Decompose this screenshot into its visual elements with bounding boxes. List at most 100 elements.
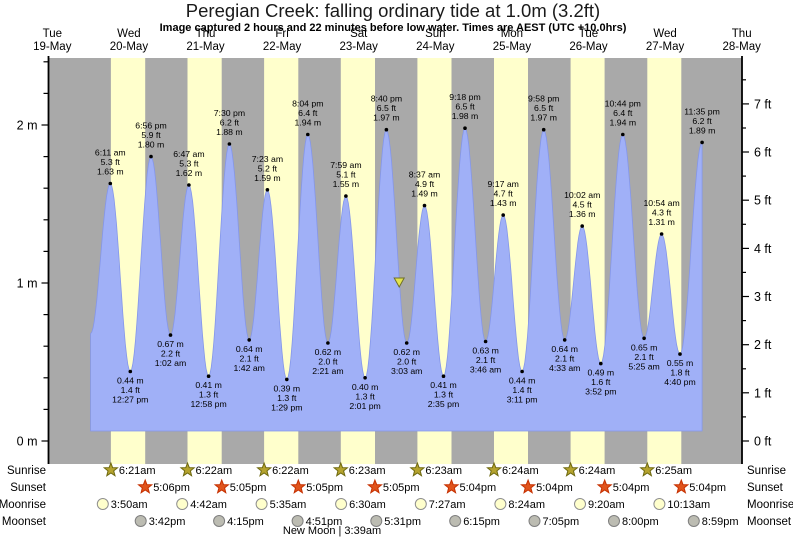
moonset-circle-icon [608, 515, 620, 527]
tide-high-annotation: 1.62 m [176, 168, 203, 178]
day-name-label: Mon [501, 28, 523, 40]
tide-high-annotation: 1.98 m [452, 111, 479, 121]
tide-low-annotation: 0.41 m [195, 380, 222, 390]
sunset-row-label-left: Sunset [10, 482, 47, 494]
current-tide-marker-icon [393, 277, 406, 289]
left-axis-tick-label: 1 m [17, 277, 38, 291]
tide-extreme-dot [483, 339, 488, 344]
sunset-time: 5:05pm [383, 482, 420, 494]
tide-extreme-dot [404, 341, 409, 345]
tide-high-annotation: 10:02 am [564, 190, 600, 200]
tide-extreme-dot [642, 336, 646, 341]
sunset-star-icon [673, 478, 690, 494]
tide-low-annotation: 2.1 ft [240, 353, 260, 363]
tide-extreme-dot [678, 352, 682, 356]
tide-low-annotation: 12:27 pm [112, 395, 148, 405]
tide-high-annotation: 1.55 m [333, 179, 360, 189]
left-axis-tick-label: 0 m [17, 435, 38, 449]
moonrise-time: 4:42am [190, 499, 227, 511]
tide-high-annotation: 6:11 am [95, 148, 126, 158]
tide-high-annotation: 7:23 am [252, 154, 283, 164]
tide-high-annotation: 10:44 pm [605, 99, 641, 109]
sunrise-time: 6:25am [655, 465, 692, 477]
tide-low-annotation: 0.65 m [631, 342, 658, 352]
sunset-star-icon [366, 478, 383, 494]
sunset-star-icon [520, 478, 537, 494]
tide-low-annotation: 2.2 ft [161, 349, 181, 359]
chart-title: Peregian Creek: falling ordinary tide at… [186, 0, 600, 21]
tide-low-annotation: 1.3 ft [355, 391, 375, 401]
day-date-label: 20-May [110, 41, 149, 53]
day-date-label: 19-May [33, 41, 72, 53]
moonset-circle-icon [528, 515, 541, 527]
sunset-star-icon [596, 478, 613, 494]
sunrise-star-icon [256, 461, 273, 477]
tide-low-annotation: 1:29 pm [271, 402, 302, 412]
tide-high-annotation: 1.94 m [295, 118, 322, 128]
tide-high-annotation: 1.36 m [569, 209, 596, 219]
moonrise-time: 3:50am [111, 499, 148, 511]
tide-low-annotation: 0.55 m [667, 358, 694, 368]
tide-extreme-dot [501, 213, 506, 217]
day-date-label: 25-May [493, 41, 532, 53]
day-name-label: Wed [117, 28, 140, 40]
tide-high-annotation: 5.2 ft [258, 163, 278, 173]
moonset-time: 7:05pm [543, 516, 580, 528]
tide-low-annotation: 1.3 ft [277, 393, 297, 403]
tide-low-annotation: 0.41 m [430, 380, 457, 390]
sunset-time: 5:05pm [230, 482, 267, 494]
right-axis-tick-label: 6 ft [754, 146, 772, 160]
day-date-label: 28-May [723, 41, 762, 53]
moonrise-time: 7:27am [429, 499, 466, 511]
tide-extreme-dot [187, 183, 191, 187]
chart-plot: 0 m 1 m 2 m 0 ft 1 ft 2 ft 3 ft 4 ft 5 ft 6 ft 7 f… [0, 28, 793, 528]
tide-high-annotation: 4.5 ft [573, 200, 593, 210]
tide-high-annotation: 10:54 am [643, 198, 679, 208]
tide-low-annotation: 3:11 pm [507, 395, 538, 405]
moonrise-time: 5:35am [270, 499, 307, 511]
moonset-circle-icon [449, 515, 462, 527]
tide-low-annotation: 3:03 am [391, 366, 422, 376]
sunrise-star-icon [179, 461, 196, 477]
tide-low-annotation: 5:25 am [628, 361, 659, 371]
sunrise-star-icon [639, 461, 656, 477]
sunset-star-icon [443, 478, 460, 494]
tide-extreme-dot [422, 203, 427, 208]
tide-high-annotation: 1.80 m [138, 140, 165, 150]
moonrise-time: 9:20am [588, 499, 625, 511]
day-date-label: 27-May [646, 41, 685, 53]
right-axis-tick-label: 5 ft [754, 194, 772, 208]
tide-extreme-dot [128, 369, 133, 374]
moonset-time: 4:15pm [227, 516, 264, 528]
tide-extreme-dot [326, 341, 330, 345]
moonrise-circle-icon [653, 498, 666, 510]
tide-high-annotation: 1.97 m [530, 113, 557, 123]
day-name-label: Fri [275, 28, 288, 40]
tide-low-annotation: 4:40 pm [664, 377, 695, 387]
sunrise-star-icon [102, 461, 119, 477]
tide-extreme-dot [149, 154, 153, 159]
moonset-circle-icon [291, 515, 304, 527]
moonrise-circle-icon [494, 498, 507, 510]
tide-high-annotation: 6.5 ft [534, 103, 554, 113]
day-date-label: 24-May [416, 41, 455, 53]
day-date-label: 21-May [186, 41, 225, 53]
tide-extreme-dot [206, 374, 211, 379]
tide-extreme-dot [441, 374, 446, 379]
sunrise-time: 6:22am [272, 465, 309, 477]
day-name-label: Thu [732, 28, 752, 40]
moonrise-circle-icon [414, 498, 427, 510]
moonset-time: 8:59pm [702, 516, 739, 528]
moonset-row-label-right: Moonset [747, 516, 792, 528]
sunrise-row-label-left: Sunrise [7, 465, 46, 477]
moonset-circle-icon [370, 515, 383, 527]
tide-high-annotation: 1.88 m [216, 127, 243, 137]
tide-low-annotation: 3:52 pm [585, 387, 616, 397]
tide-low-annotation: 2.1 ft [476, 355, 496, 365]
tide-high-annotation: 6:56 pm [135, 121, 166, 131]
day-date-label: 23-May [340, 41, 379, 53]
tide-low-annotation: 1.3 ft [434, 390, 454, 400]
tide-low-annotation: 1:42 am [234, 363, 265, 373]
tide-extreme-dot [363, 376, 367, 380]
tide-low-annotation: 0.64 m [551, 344, 578, 354]
